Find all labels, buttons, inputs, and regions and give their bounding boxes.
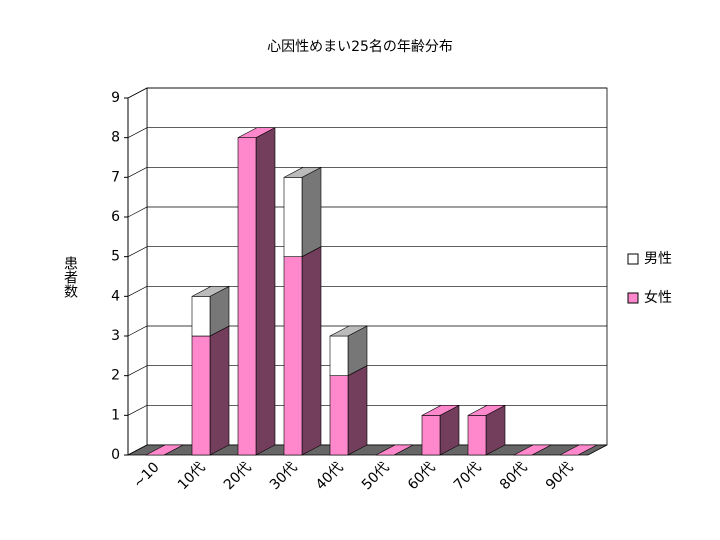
- bar-top: [375, 444, 414, 456]
- y-tick-label: 9: [111, 90, 120, 106]
- bar-top: [467, 405, 506, 416]
- bar-top: [237, 127, 276, 138]
- grid-line: [127, 325, 607, 337]
- y-tick-label: 8: [111, 130, 120, 146]
- grid-line: [127, 166, 607, 178]
- bar-top: [421, 405, 460, 416]
- x-tick-label: 30代: [267, 459, 301, 493]
- y-tick-label: 2: [111, 368, 120, 384]
- bar-side: [347, 365, 368, 456]
- y-tick-label: 4: [111, 288, 120, 304]
- x-tick-label: 10代: [175, 459, 209, 493]
- grid-line: [127, 285, 607, 297]
- bar: [237, 137, 257, 456]
- side-wall: [127, 87, 148, 456]
- bar: [283, 177, 303, 257]
- bar: [329, 375, 349, 456]
- legend-label: 男性: [644, 251, 672, 267]
- bar: [467, 415, 487, 456]
- bar-top: [283, 167, 322, 178]
- y-tick-label: 6: [111, 209, 120, 225]
- bar: [191, 296, 211, 337]
- bar-top: [329, 325, 368, 337]
- x-tick-label: 70代: [451, 459, 485, 493]
- x-tick-label: 80代: [497, 459, 531, 493]
- grid-line: [127, 246, 607, 257]
- grid-line: [127, 127, 607, 138]
- legend-label: 女性: [644, 289, 672, 306]
- x-tick-label: 40代: [313, 459, 347, 493]
- bar-top: [559, 444, 598, 456]
- bar-top: [513, 444, 552, 456]
- bar: [191, 335, 211, 456]
- bar: [329, 335, 349, 376]
- x-tick-label: ~10: [130, 459, 162, 491]
- y-tick-label: 1: [111, 407, 120, 423]
- y-tick-label: 3: [111, 328, 120, 344]
- bar: [283, 256, 303, 456]
- x-tick-label: 50代: [359, 459, 393, 493]
- bar-top: [191, 286, 230, 297]
- legend-swatch: [627, 253, 639, 265]
- bar-side: [255, 127, 276, 456]
- bar-side: [209, 325, 230, 456]
- chart-title: 心因性めまい25名の年齢分布: [267, 39, 453, 55]
- y-tick-label: 5: [111, 249, 120, 265]
- bar-top: [145, 444, 184, 456]
- grid-line: [127, 206, 607, 218]
- bar-side: [301, 166, 322, 258]
- grid-line: [127, 87, 607, 99]
- x-tick-label: 20代: [221, 459, 255, 493]
- legend-swatch: [627, 292, 639, 304]
- y-tick-label: 7: [111, 169, 120, 185]
- bar: [421, 415, 441, 456]
- x-tick-label: 90代: [543, 459, 577, 493]
- bar-side: [301, 246, 322, 456]
- y-tick-label: 0: [111, 447, 120, 463]
- y-axis-label: 患者数: [62, 256, 78, 298]
- grid-line: [127, 365, 607, 376]
- x-tick-label: 60代: [405, 459, 439, 493]
